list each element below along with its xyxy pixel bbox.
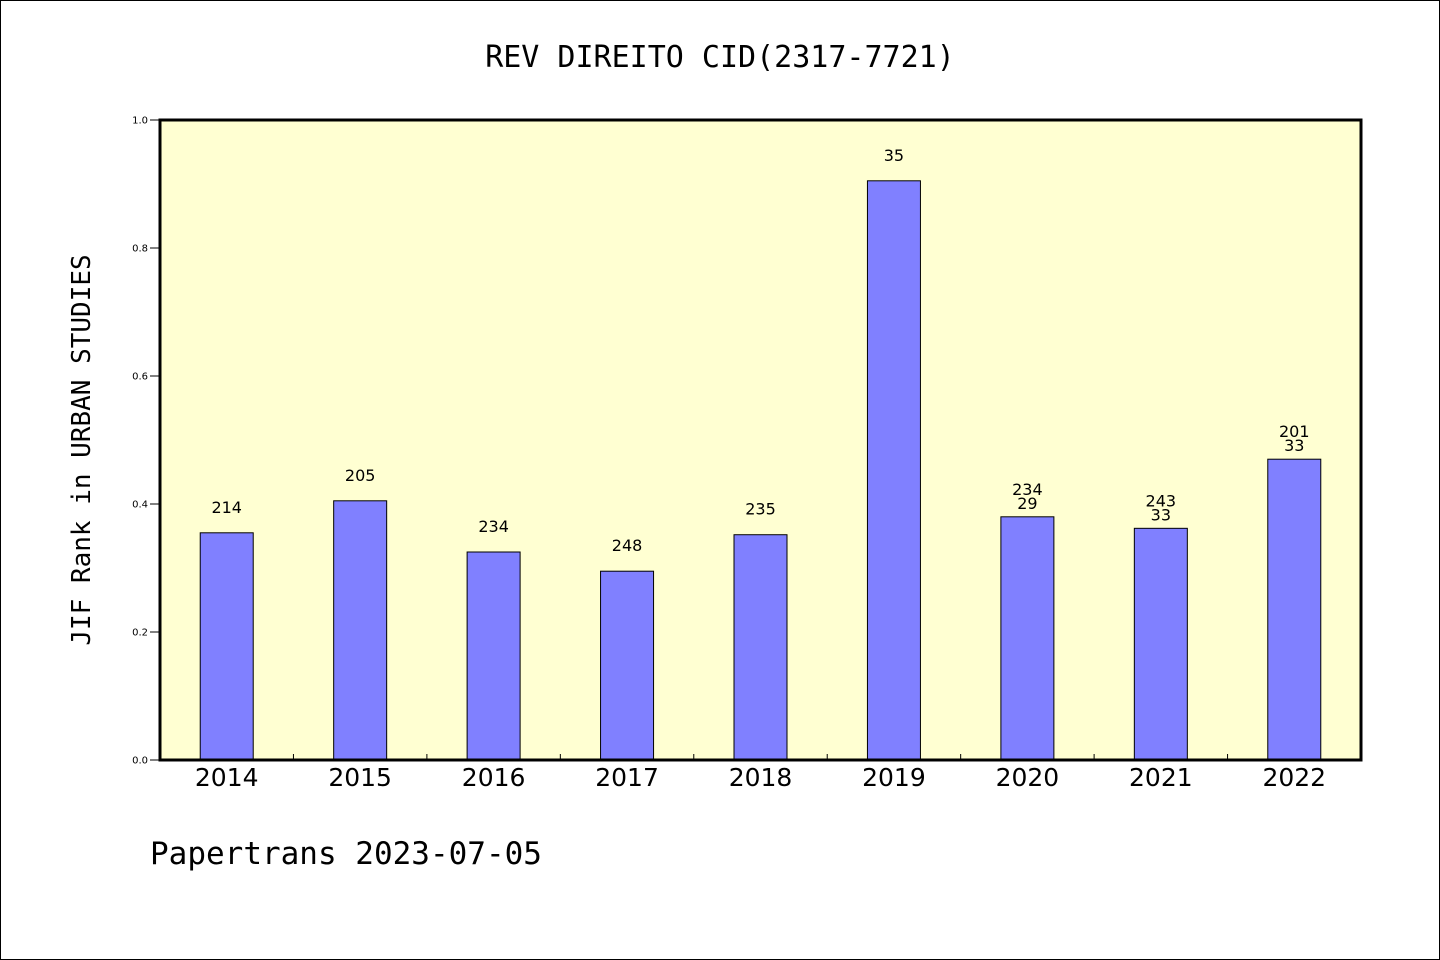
- x-tick-label-2021: 2021: [1129, 763, 1193, 792]
- x-tick-label-2020: 2020: [996, 763, 1060, 792]
- bar-2014: [199, 532, 254, 761]
- bar-label-2022-2: 33: [1284, 436, 1304, 455]
- x-tick-label-2015: 2015: [328, 763, 392, 792]
- y-axis-label: JIF Rank in URBAN STUDIES: [67, 254, 97, 645]
- ticks-layer: 2014 2015 2016 2017 2018 2019 2020 2021 2022 0.0 0…: [132, 116, 1326, 793]
- bar-2021: [1133, 527, 1188, 761]
- bar-2017: [600, 570, 655, 761]
- x-tick-label-2018: 2018: [729, 763, 793, 792]
- bar-label-2018: 235: [745, 500, 776, 519]
- bar-label-2016: 234: [478, 517, 509, 536]
- bar-2018: [733, 534, 788, 761]
- y-tick-label: 0.6: [132, 372, 148, 383]
- bar-label-2017: 248: [612, 536, 643, 555]
- y-tick-label: 0.4: [132, 500, 148, 511]
- bar-2020: [1000, 516, 1055, 761]
- chart-title: REV DIREITO CID(2317-7721): [485, 40, 955, 75]
- footer-text: Papertrans 2023-07-05: [150, 836, 542, 872]
- plot-border: [158, 118, 1363, 762]
- x-tick-label-2022: 2022: [1262, 763, 1326, 792]
- bar-label-2014: 214: [211, 498, 242, 517]
- y-tick-label: 0.0: [132, 756, 148, 767]
- x-tick-label-2017: 2017: [595, 763, 659, 792]
- bar-label-2021-2: 33: [1151, 505, 1171, 524]
- bar-2015: [333, 500, 388, 761]
- x-tick-label-2014: 2014: [195, 763, 259, 792]
- bar-label-2021-1: 243: [1146, 491, 1177, 510]
- bar-label-2020-1: 234: [1012, 480, 1043, 499]
- x-tick-label-2016: 2016: [462, 763, 526, 792]
- bar-label-2022-1: 201: [1279, 422, 1310, 441]
- y-tick-label: 0.2: [132, 628, 148, 639]
- x-tick-label-2019: 2019: [862, 763, 926, 792]
- bar-label-2015: 205: [345, 466, 376, 485]
- bar-label-2020-2: 29: [1017, 494, 1037, 513]
- bar-2016: [466, 551, 521, 761]
- y-tick-label: 0.8: [132, 244, 148, 255]
- bar-label-2019: 35: [884, 146, 904, 165]
- y-tick-label: 1.0: [132, 116, 148, 127]
- bar-2019: [866, 180, 921, 761]
- bar-2022: [1267, 458, 1322, 761]
